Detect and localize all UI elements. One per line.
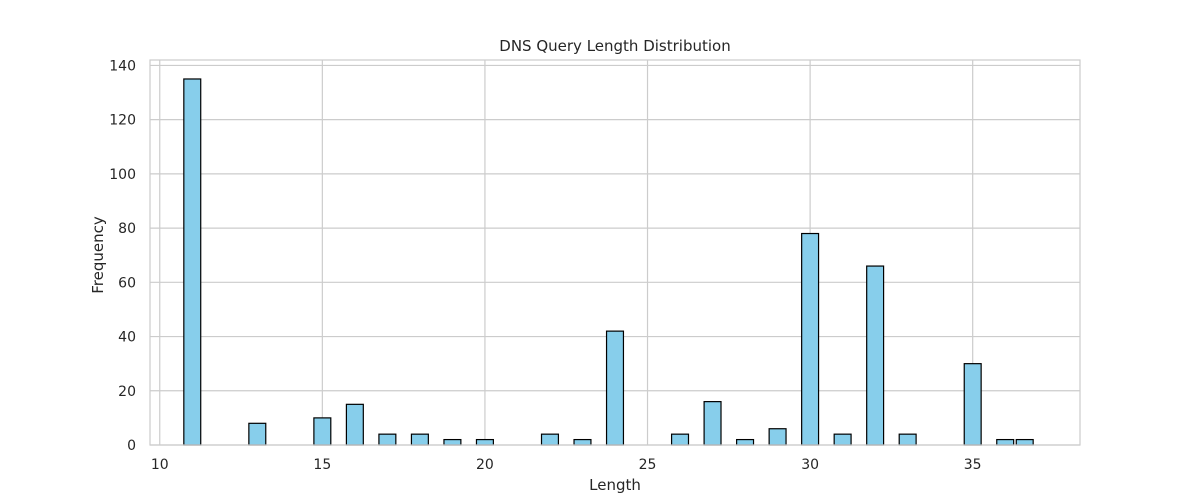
x-tick-label: 15 — [313, 457, 331, 473]
histogram-bar — [345, 403, 364, 446]
y-tick-label: 140 — [109, 58, 136, 74]
histogram-bar — [183, 78, 202, 446]
histogram-bar — [898, 433, 917, 446]
plot-frame — [149, 59, 1081, 446]
histogram-bar — [768, 428, 787, 446]
bars — [183, 78, 1034, 446]
histogram-bar — [801, 232, 820, 446]
histogram-bar — [736, 438, 755, 446]
histogram-bar — [833, 433, 852, 446]
histogram-bar — [866, 265, 885, 446]
histogram-bar — [703, 401, 722, 446]
y-tick-label: 0 — [127, 438, 136, 454]
histogram-bar — [996, 438, 1015, 446]
chart-title: DNS Query Length Distribution — [499, 37, 730, 55]
x-axis-title: Length — [589, 476, 641, 494]
y-tick-label: 80 — [118, 221, 136, 237]
x-tick-labels: 10 15 20 25 30 35 — [151, 457, 982, 473]
x-tick-label: 35 — [964, 457, 982, 473]
x-tick-label: 10 — [151, 457, 169, 473]
histogram-bar — [475, 438, 494, 446]
y-tick-label: 40 — [118, 330, 136, 346]
histogram-bar — [443, 438, 462, 446]
y-tick-label: 100 — [109, 167, 136, 183]
y-tick-labels: 0 20 40 60 80 100 120 140 — [109, 58, 136, 454]
histogram-bar — [573, 438, 592, 446]
histogram-bar — [670, 433, 690, 446]
y-axis-title: Frequency — [89, 216, 107, 294]
x-tick-label: 30 — [801, 457, 819, 473]
x-tick-label: 20 — [476, 457, 494, 473]
histogram-bar — [410, 433, 429, 446]
y-tick-label: 60 — [118, 275, 136, 291]
histogram-bar — [248, 422, 267, 446]
histogram-bar — [313, 417, 332, 446]
histogram-bar — [540, 433, 560, 446]
histogram-bar — [1015, 438, 1034, 446]
histogram-bar — [378, 433, 397, 446]
x-tick-label: 25 — [639, 457, 657, 473]
histogram-bar — [605, 330, 625, 446]
y-tick-label: 20 — [118, 384, 136, 400]
histogram-bar — [963, 363, 982, 446]
grid-lines — [150, 60, 1080, 446]
y-tick-label: 120 — [109, 113, 136, 129]
